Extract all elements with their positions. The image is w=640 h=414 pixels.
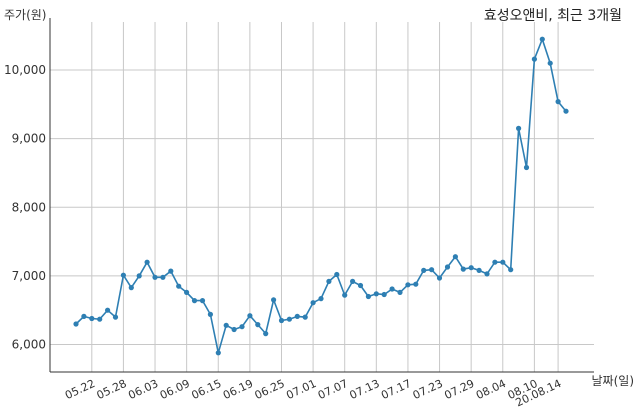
x-tick-label: 06.15 [189, 377, 223, 402]
data-point [460, 266, 466, 272]
x-tick-label: 06.19 [221, 377, 255, 402]
x-tick-label: 06.25 [253, 377, 287, 402]
x-tick-label: 05.28 [95, 377, 129, 402]
data-point [436, 275, 443, 281]
data-point [310, 300, 316, 306]
data-point [286, 316, 292, 322]
data-point [199, 298, 206, 304]
data-point [365, 293, 371, 300]
data-point [357, 282, 364, 289]
data-point [531, 56, 538, 62]
data-point [326, 278, 332, 284]
data-point [334, 271, 340, 278]
data-point [89, 315, 95, 322]
data-point [128, 285, 134, 291]
x-tick-label: 07.07 [316, 377, 350, 402]
data-point [405, 282, 411, 288]
data-point [476, 267, 482, 273]
data-point [539, 36, 545, 42]
data-point [160, 274, 166, 280]
x-tick-labels: 05.2205.2806.0306.0906.1506.1906.2507.01… [63, 377, 563, 409]
data-point [444, 264, 451, 270]
data-point [263, 331, 269, 337]
chart-title: 효성오앤비, 최근 3개월 [483, 8, 622, 24]
x-tick-label: 05.22 [63, 377, 97, 402]
x-tick-label: 06.03 [126, 377, 160, 402]
data-point [397, 289, 403, 295]
data-point [215, 350, 221, 356]
price-points [73, 36, 569, 356]
data-point [73, 321, 79, 327]
data-point [373, 291, 379, 297]
data-point [112, 314, 119, 320]
data-point [97, 316, 103, 322]
x-tick-label: 20.08.14 [513, 377, 563, 409]
x-tick-label: 07.01 [284, 377, 318, 402]
y-tick-labels: 6,000 7,000 8,000 9,000 10,000 [4, 63, 46, 352]
data-point [176, 283, 182, 289]
price-line [75, 36, 567, 354]
y-axis-label: 주가(원) [4, 8, 47, 22]
y-tick-label: 8,000 [12, 200, 46, 214]
data-point [278, 317, 285, 324]
x-tick-label: 07.23 [411, 377, 445, 402]
data-point [136, 273, 142, 279]
x-tick-label: 07.17 [379, 377, 413, 402]
data-point [389, 286, 395, 292]
data-point [255, 322, 261, 328]
x-tick-label: 07.29 [442, 377, 476, 402]
data-point [105, 307, 111, 313]
data-point [239, 324, 245, 330]
data-point [563, 108, 569, 114]
data-point [492, 259, 498, 265]
data-point [413, 281, 419, 287]
data-point [231, 326, 237, 333]
data-point [523, 164, 530, 171]
x-tick-label: 08.04 [474, 377, 508, 402]
data-point [168, 268, 174, 274]
data-point [508, 267, 514, 273]
y-tick-label: 7,000 [12, 269, 46, 283]
x-tick-label: 07.13 [348, 377, 382, 402]
data-point [484, 271, 490, 277]
data-point [381, 291, 387, 298]
y-tick-label: 6,000 [12, 338, 46, 352]
axes [49, 18, 594, 373]
data-point [452, 254, 458, 260]
data-point [516, 125, 522, 131]
data-point [120, 272, 126, 278]
x-axis-label: 날짜(일) [591, 374, 634, 388]
data-point [191, 298, 198, 304]
data-point [429, 267, 435, 273]
data-point [318, 296, 324, 302]
y-tick-label: 10,000 [4, 63, 46, 77]
data-point [302, 314, 308, 320]
data-point [271, 297, 277, 303]
data-point [547, 60, 553, 66]
data-point [500, 259, 506, 265]
data-point [421, 267, 427, 273]
data-point [247, 313, 253, 319]
data-point [350, 278, 356, 284]
data-point [81, 313, 87, 319]
data-point [294, 313, 300, 319]
data-point [555, 99, 561, 105]
x-tick-label: 06.09 [158, 377, 192, 402]
data-point [152, 274, 158, 280]
data-point [468, 265, 474, 271]
data-point [144, 259, 150, 265]
data-point [342, 292, 348, 298]
data-point [223, 322, 229, 328]
grid-lines [50, 22, 594, 372]
y-tick-label: 9,000 [12, 132, 46, 146]
data-point [184, 289, 190, 295]
data-point [207, 311, 213, 317]
